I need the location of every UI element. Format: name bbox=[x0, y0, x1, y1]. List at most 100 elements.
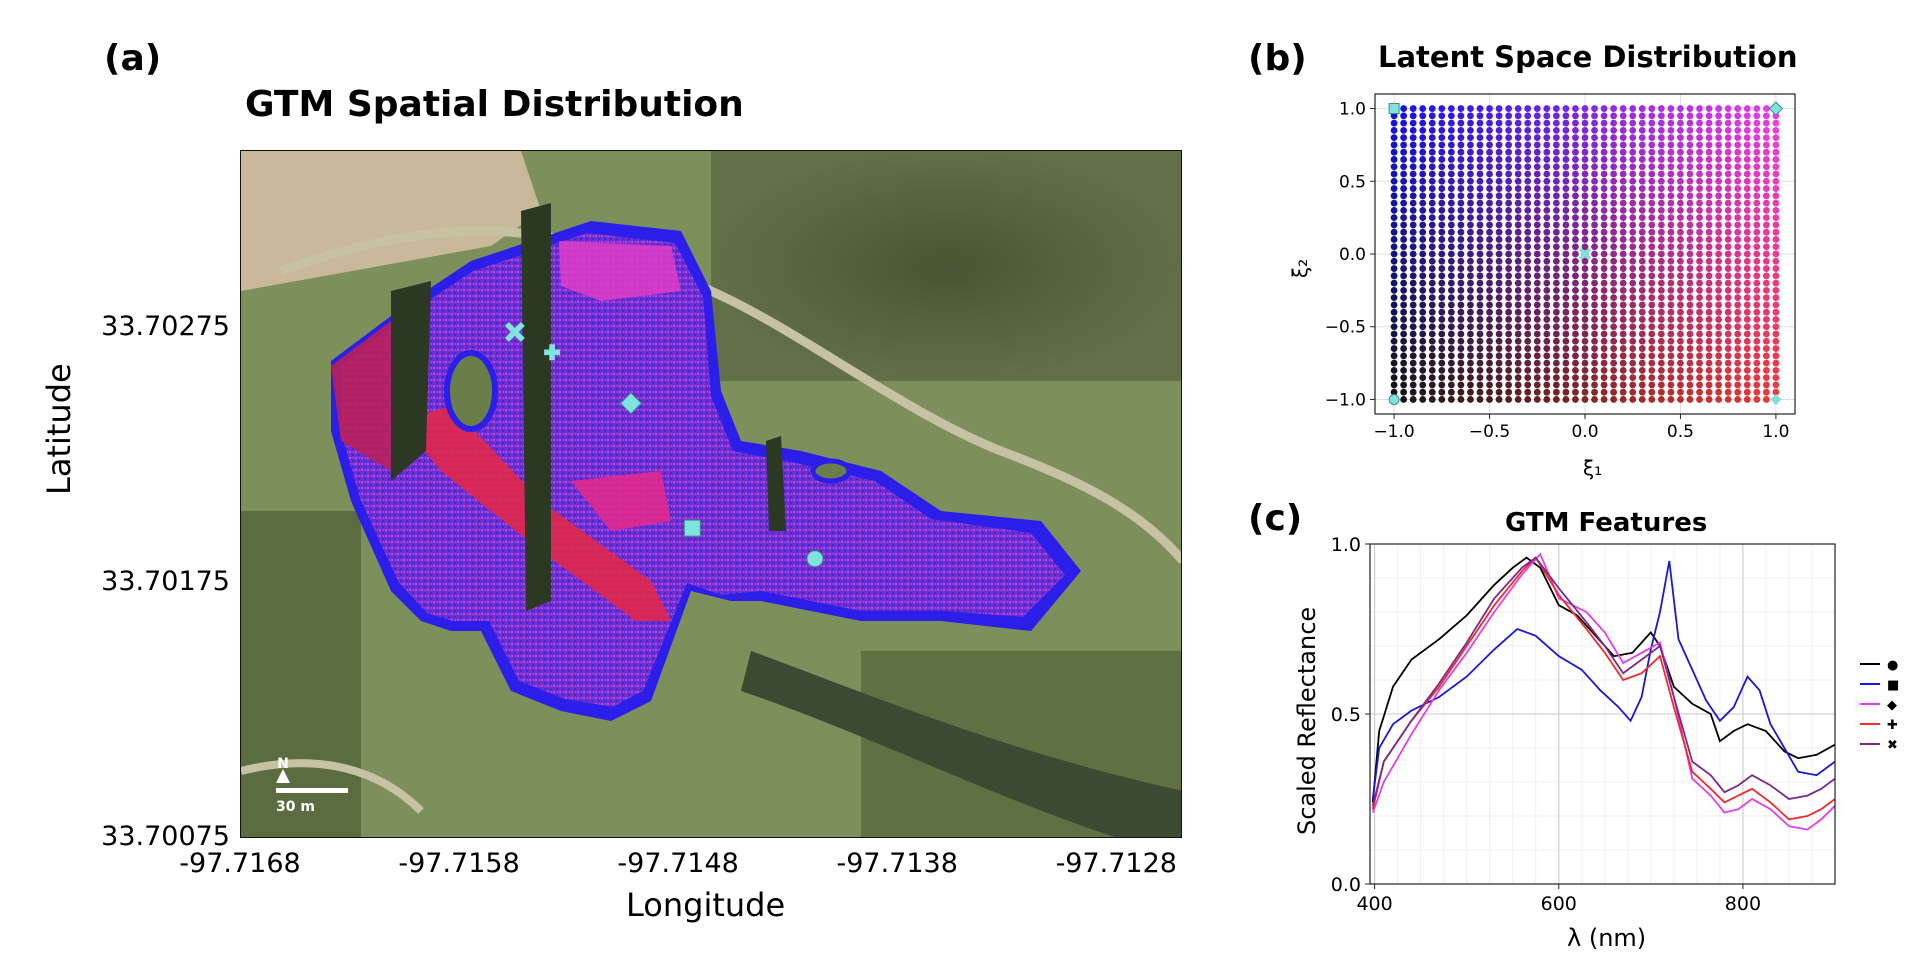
latent-point bbox=[1467, 236, 1474, 243]
latent-point bbox=[1476, 206, 1484, 214]
latent-point bbox=[1476, 301, 1484, 309]
latent-y-tick: 0.5 bbox=[1339, 172, 1366, 192]
latent-point bbox=[1552, 374, 1560, 382]
latent-point bbox=[1533, 119, 1541, 127]
latent-point bbox=[1486, 330, 1493, 338]
latent-point bbox=[1467, 388, 1474, 396]
latent-point bbox=[1562, 257, 1570, 265]
latent-point bbox=[1524, 381, 1532, 389]
latent-point bbox=[1657, 156, 1665, 163]
latent-point bbox=[1638, 286, 1646, 294]
latent-point bbox=[1715, 257, 1723, 265]
latent-point bbox=[1724, 301, 1732, 309]
latent-point bbox=[1753, 119, 1761, 127]
latent-point bbox=[1438, 112, 1446, 120]
latent-point bbox=[1610, 345, 1618, 352]
latent-point bbox=[1657, 192, 1665, 200]
latent-point bbox=[1715, 352, 1723, 360]
latent-point bbox=[1667, 163, 1675, 171]
latent-point bbox=[1428, 199, 1436, 207]
latent-point bbox=[1505, 134, 1513, 142]
latent-point bbox=[1619, 323, 1627, 331]
latent-point bbox=[1447, 265, 1455, 272]
latent-point bbox=[1686, 112, 1694, 120]
latent-point bbox=[1743, 352, 1751, 360]
latent-point bbox=[1638, 388, 1646, 396]
latent-point bbox=[1457, 279, 1465, 287]
features-series-line bbox=[1371, 552, 1836, 831]
latent-point bbox=[1486, 185, 1493, 192]
latent-point bbox=[1390, 323, 1398, 331]
latent-point bbox=[1438, 381, 1446, 389]
latent-point bbox=[1734, 330, 1742, 338]
latent-point bbox=[1467, 141, 1474, 149]
latent-point bbox=[1696, 337, 1703, 345]
latent-point bbox=[1400, 330, 1408, 338]
latent-point bbox=[1743, 366, 1751, 374]
latent-point bbox=[1600, 308, 1608, 316]
latent-point bbox=[1734, 257, 1742, 265]
latent-point bbox=[1619, 148, 1627, 156]
latent-point bbox=[1591, 286, 1598, 294]
latent-point bbox=[1390, 301, 1398, 309]
latent-point bbox=[1533, 236, 1541, 243]
latent-point bbox=[1772, 366, 1780, 374]
latent-point bbox=[1514, 185, 1522, 192]
latent-point bbox=[1629, 301, 1637, 309]
latent-point bbox=[1476, 192, 1484, 200]
latent-point bbox=[1495, 170, 1503, 178]
latent-point bbox=[1610, 396, 1618, 403]
latent-point bbox=[1667, 177, 1675, 185]
latent-point bbox=[1486, 301, 1493, 309]
latent-point bbox=[1400, 257, 1408, 265]
latent-point bbox=[1486, 359, 1493, 367]
latent-point bbox=[1562, 236, 1570, 243]
latent-point bbox=[1400, 192, 1408, 200]
latent-point bbox=[1705, 316, 1713, 323]
latent-point bbox=[1619, 141, 1627, 149]
latent-point bbox=[1572, 206, 1579, 214]
latent-point bbox=[1724, 236, 1732, 243]
latent-point bbox=[1524, 119, 1532, 127]
latent-point bbox=[1648, 265, 1656, 272]
latent-point bbox=[1543, 126, 1551, 134]
latent-point bbox=[1505, 206, 1513, 214]
latent-point bbox=[1543, 257, 1551, 265]
north-label: N bbox=[277, 756, 289, 772]
latent-point bbox=[1591, 308, 1598, 316]
latent-point bbox=[1552, 345, 1560, 352]
latent-point bbox=[1772, 228, 1780, 236]
latent-point bbox=[1467, 374, 1474, 382]
latent-point bbox=[1562, 345, 1570, 352]
latent-point bbox=[1457, 243, 1465, 251]
latent-point bbox=[1524, 374, 1532, 382]
latent-point bbox=[1572, 170, 1579, 178]
latent-point bbox=[1572, 141, 1579, 149]
latent-point bbox=[1705, 170, 1713, 178]
latent-point bbox=[1457, 134, 1465, 142]
latent-point bbox=[1572, 126, 1579, 134]
latent-point bbox=[1705, 279, 1713, 287]
latent-point bbox=[1638, 214, 1646, 222]
latent-point bbox=[1638, 163, 1646, 171]
latent-point bbox=[1753, 170, 1761, 178]
latent-point bbox=[1552, 126, 1560, 134]
latent-point bbox=[1476, 236, 1484, 243]
latent-point bbox=[1495, 381, 1503, 389]
latent-point bbox=[1610, 366, 1618, 374]
latent-point bbox=[1600, 286, 1608, 294]
latent-point bbox=[1715, 141, 1723, 149]
latent-point bbox=[1486, 156, 1493, 163]
latent-point bbox=[1657, 199, 1665, 207]
latent-point bbox=[1715, 156, 1723, 163]
latent-point bbox=[1552, 221, 1560, 229]
latent-point bbox=[1696, 177, 1703, 185]
latent-point bbox=[1638, 112, 1646, 120]
latent-point bbox=[1400, 337, 1408, 345]
latent-point bbox=[1457, 206, 1465, 214]
latent-point bbox=[1562, 177, 1570, 185]
latent-point bbox=[1619, 112, 1627, 120]
latent-point bbox=[1610, 134, 1618, 142]
latent-x-tick: −0.5 bbox=[1469, 422, 1510, 440]
latent-point bbox=[1552, 177, 1560, 185]
